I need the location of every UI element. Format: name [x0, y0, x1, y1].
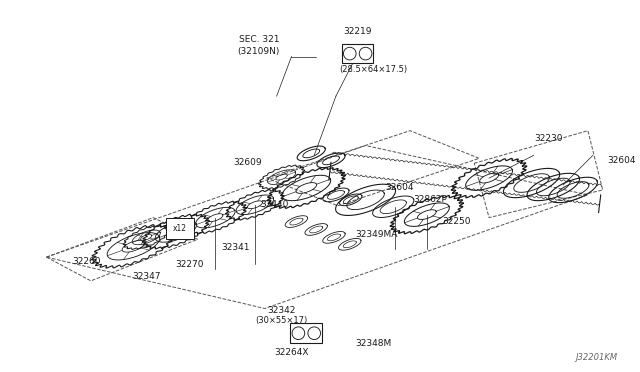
Text: J32201KM: J32201KM [575, 353, 618, 362]
Text: 32341: 32341 [221, 243, 250, 252]
Text: 32260: 32260 [72, 257, 100, 266]
Text: 32348M: 32348M [356, 339, 392, 347]
Text: 32609: 32609 [233, 158, 262, 167]
Text: 32349MA: 32349MA [356, 230, 398, 239]
Bar [342, 44, 374, 64]
Text: 32230: 32230 [534, 134, 563, 143]
Text: 32270: 32270 [175, 260, 204, 269]
Text: 32440: 32440 [260, 200, 289, 209]
Text: 32862P: 32862P [413, 195, 447, 204]
Text: 32604: 32604 [385, 183, 414, 192]
Text: x12: x12 [173, 224, 187, 233]
Text: (28.5×64×17.5): (28.5×64×17.5) [339, 65, 408, 74]
Text: 32219: 32219 [344, 28, 372, 36]
Text: (32109N): (32109N) [237, 47, 280, 56]
Text: 32250: 32250 [443, 217, 471, 226]
Text: 32347: 32347 [132, 272, 161, 281]
Text: (30×55×17): (30×55×17) [255, 316, 308, 325]
Bar [166, 218, 194, 239]
Text: SEC. 321: SEC. 321 [239, 35, 279, 44]
Text: 32264X: 32264X [274, 349, 308, 357]
Text: 32342: 32342 [268, 306, 296, 315]
Bar [291, 323, 322, 343]
Text: 32604: 32604 [607, 156, 636, 165]
